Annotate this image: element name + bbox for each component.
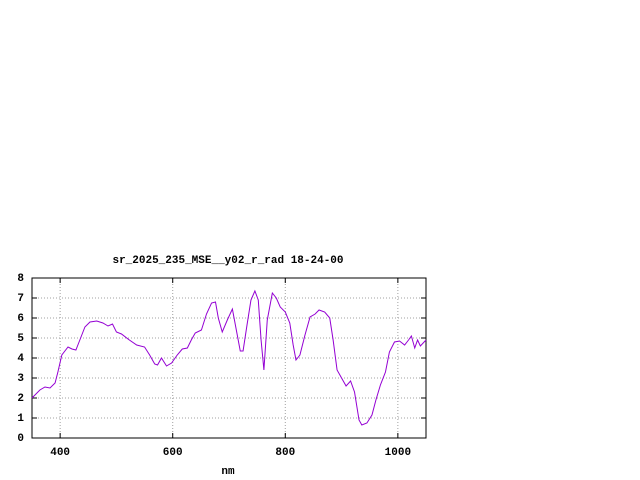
y-tick-label: 2: [17, 393, 24, 405]
x-tick-label: 1000: [385, 447, 411, 459]
x-tick-label: 600: [163, 447, 183, 459]
y-tick-label: 6: [17, 313, 24, 325]
x-tick-label: 400: [50, 447, 70, 459]
y-tick-label: 4: [17, 353, 24, 365]
y-tick-label: 3: [17, 373, 24, 385]
y-tick-label: 1: [17, 413, 24, 425]
x-axis-label: nm: [221, 466, 235, 478]
y-tick-label: 0: [17, 433, 24, 445]
y-tick-label: 8: [17, 273, 24, 285]
y-tick-label: 7: [17, 293, 24, 305]
data-line: [31, 289, 427, 426]
plot-frame: [31, 277, 427, 439]
chart-title: sr_2025_235_MSE__y02_r_rad 18-24-00: [112, 255, 343, 267]
x-tick-label: 800: [275, 447, 295, 459]
y-tick-label: 5: [17, 333, 24, 345]
